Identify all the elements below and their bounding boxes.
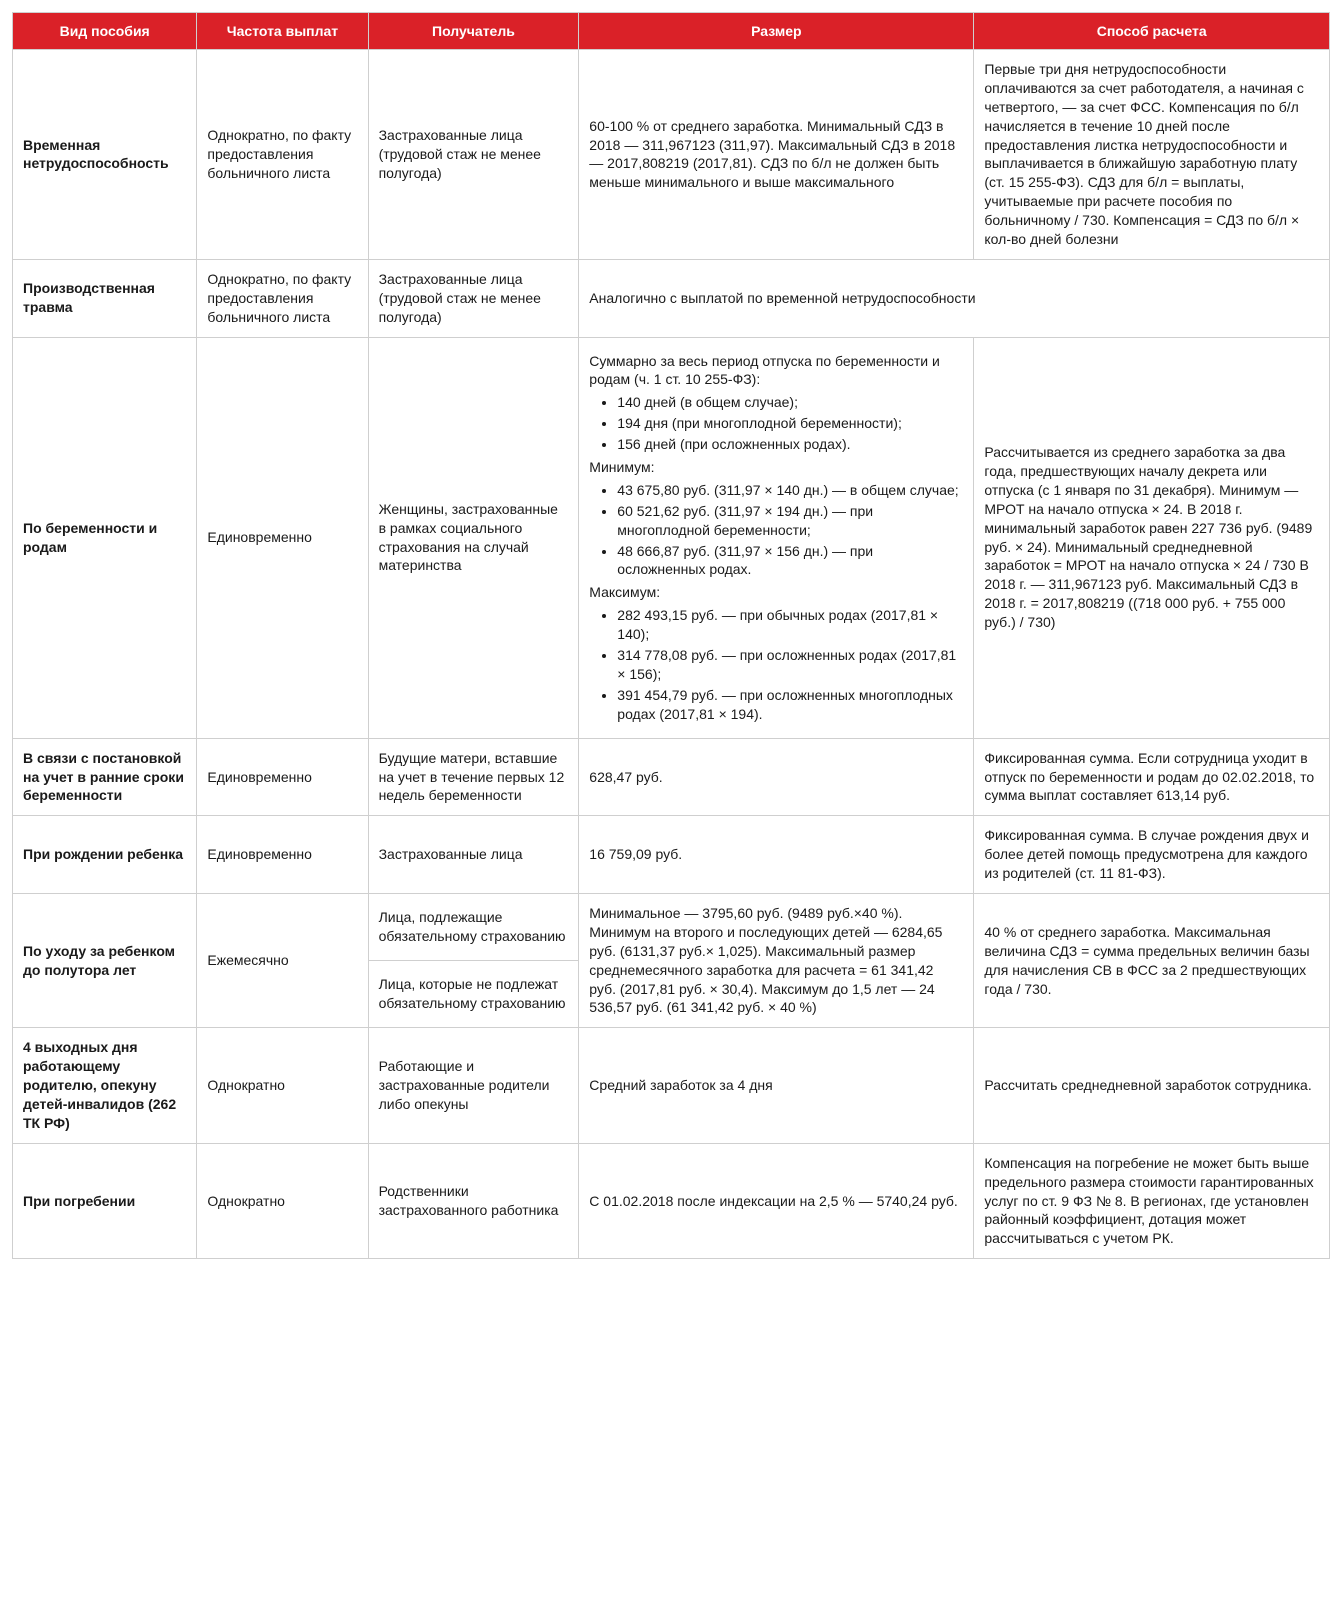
cell-recipient: Застрахованные лица (трудовой стаж не ме… — [368, 259, 579, 337]
list-item: 314 778,08 руб. — при осложненных родах … — [617, 646, 963, 684]
col-type: Вид пособия — [13, 13, 197, 50]
cell-calc: Рассчитывается из среднего заработка за … — [974, 337, 1330, 738]
cell-size: Средний заработок за 4 дня — [579, 1028, 974, 1143]
cell-frequency: Однократно, по факту предоставления боль… — [197, 50, 368, 260]
table-row: Временная нетрудоспособность Однократно,… — [13, 50, 1330, 260]
table-row: По уходу за ребенком до полутора лет Еже… — [13, 893, 1330, 960]
cell-frequency: Единовременно — [197, 337, 368, 738]
min-list: 43 675,80 руб. (311,97 × 140 дн.) — в об… — [589, 481, 963, 579]
list-item: 43 675,80 руб. (311,97 × 140 дн.) — в об… — [617, 481, 963, 500]
list-item: 282 493,15 руб. — при обычных родах (201… — [617, 606, 963, 644]
cell-size: Минимальное — 3795,60 руб. (9489 руб.×40… — [579, 893, 974, 1027]
list-item: 60 521,62 руб. (311,97 × 194 дн.) — при … — [617, 502, 963, 540]
cell-calc: Первые три дня нетрудоспособности оплачи… — [974, 50, 1330, 260]
cell-type: При погребении — [13, 1143, 197, 1258]
table-row: При рождении ребенка Единовременно Застр… — [13, 816, 1330, 894]
cell-recipient: Застрахованные лица (трудовой стаж не ме… — [368, 50, 579, 260]
list-item: 48 666,87 руб. (311,97 × 156 дн.) — при … — [617, 542, 963, 580]
col-frequency: Частота выплат — [197, 13, 368, 50]
list-item: 140 дней (в общем случае); — [617, 393, 963, 412]
cell-recipient: Женщины, застрахованные в рамках социаль… — [368, 337, 579, 738]
max-list: 282 493,15 руб. — при обычных родах (201… — [589, 606, 963, 723]
cell-calc: Фиксированная сумма. Если сотрудница ухо… — [974, 738, 1330, 816]
cell-recipient: Лица, подлежащие обязательному страхован… — [368, 893, 579, 960]
table-row: При погребении Однократно Родственники з… — [13, 1143, 1330, 1258]
cell-recipient: Работающие и застрахованные родители либ… — [368, 1028, 579, 1143]
cell-calc: Фиксированная сумма. В случае рождения д… — [974, 816, 1330, 894]
cell-size: Суммарно за весь период отпуска по берем… — [579, 337, 974, 738]
cell-frequency: Ежемесячно — [197, 893, 368, 1027]
cell-size: 16 759,09 руб. — [579, 816, 974, 894]
cell-size: 60-100 % от среднего заработка. Минималь… — [579, 50, 974, 260]
cell-frequency: Однократно — [197, 1028, 368, 1143]
cell-frequency: Однократно — [197, 1143, 368, 1258]
list-item: 391 454,79 руб. — при осложненных многоп… — [617, 686, 963, 724]
col-recipient: Получатель — [368, 13, 579, 50]
cell-type: По беременности и родам — [13, 337, 197, 738]
size-intro: Суммарно за весь период отпуска по берем… — [589, 352, 963, 390]
cell-type: Временная нетрудоспособность — [13, 50, 197, 260]
max-label: Максимум: — [589, 583, 963, 602]
table-row: В связи с постановкой на учет в ранние с… — [13, 738, 1330, 816]
table-row: По беременности и родам Единовременно Же… — [13, 337, 1330, 738]
cell-calc: Компенсация на погребение не может быть … — [974, 1143, 1330, 1258]
cell-recipient: Застрахованные лица — [368, 816, 579, 894]
col-size: Размер — [579, 13, 974, 50]
cell-type: По уходу за ребенком до полутора лет — [13, 893, 197, 1027]
cell-merged: Аналогично с выплатой по временной нетру… — [579, 259, 1330, 337]
cell-size: 628,47 руб. — [579, 738, 974, 816]
cell-recipient: Будущие матери, вставшие на учет в течен… — [368, 738, 579, 816]
cell-type: В связи с постановкой на учет в ранние с… — [13, 738, 197, 816]
days-list: 140 дней (в общем случае); 194 дня (при … — [589, 393, 963, 454]
list-item: 156 дней (при осложненных родах). — [617, 435, 963, 454]
cell-frequency: Единовременно — [197, 816, 368, 894]
list-item: 194 дня (при многоплодной беременности); — [617, 414, 963, 433]
cell-type: При рождении ребенка — [13, 816, 197, 894]
col-calc: Способ расчета — [974, 13, 1330, 50]
cell-frequency: Единовременно — [197, 738, 368, 816]
min-label: Минимум: — [589, 458, 963, 477]
cell-size: С 01.02.2018 после индексации на 2,5 % —… — [579, 1143, 974, 1258]
cell-calc: 40 % от среднего заработка. Максимальная… — [974, 893, 1330, 1027]
cell-frequency: Однократно, по факту предоставления боль… — [197, 259, 368, 337]
cell-type: Производственная травма — [13, 259, 197, 337]
cell-calc: Рассчитать среднедневной заработок сотру… — [974, 1028, 1330, 1143]
cell-recipient: Родственники застрахованного работника — [368, 1143, 579, 1258]
benefits-table: Вид пособия Частота выплат Получатель Ра… — [12, 12, 1330, 1259]
cell-type: 4 выходных дня работающему родителю, опе… — [13, 1028, 197, 1143]
table-row: Производственная травма Однократно, по ф… — [13, 259, 1330, 337]
table-header-row: Вид пособия Частота выплат Получатель Ра… — [13, 13, 1330, 50]
table-row: 4 выходных дня работающему родителю, опе… — [13, 1028, 1330, 1143]
cell-recipient: Лица, которые не подлежат обязательному … — [368, 961, 579, 1028]
